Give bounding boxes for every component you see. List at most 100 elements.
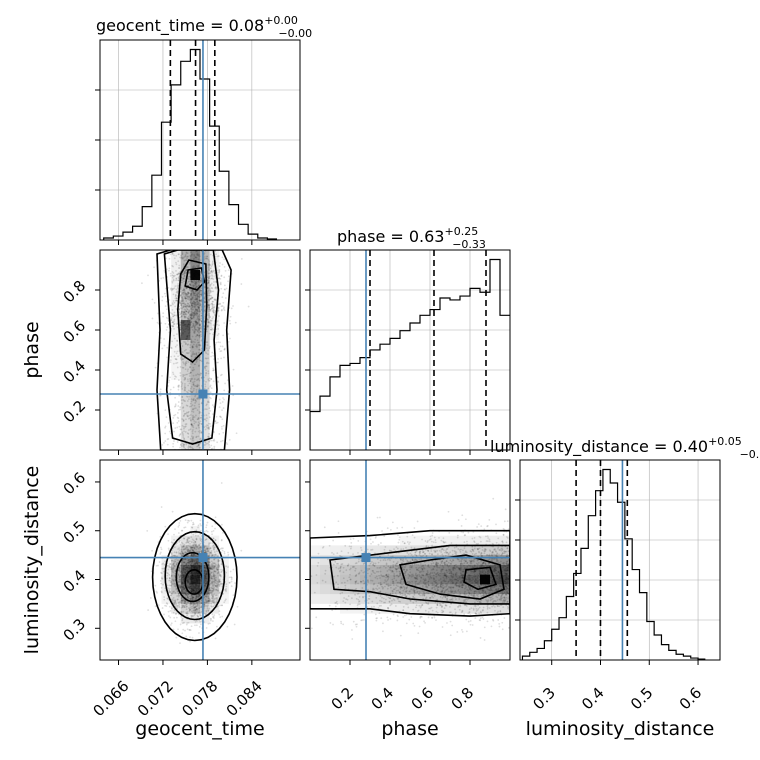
luminosity-distance-vs-geocent-time-panel-sample-point [173,582,176,585]
phase-vs-geocent-time-panel-sample-point [205,425,207,428]
luminosity-distance-vs-geocent-time-panel-sample-point [186,596,189,598]
phase-vs-geocent-time-panel-sample-point [162,277,165,279]
phase-vs-geocent-time-panel-sample-point [193,352,196,355]
phase-vs-geocent-time-panel-sample-point [217,306,220,309]
luminosity-distance-vs-geocent-time-panel-density-cell [190,525,200,536]
phase-vs-geocent-time-panel-sample-point [207,292,209,294]
phase-vs-geocent-time-panel-sample-point [180,315,183,318]
phase-vs-geocent-time-panel-sample-point [191,280,194,283]
phase-vs-geocent-time-panel-sample-point [223,348,226,351]
phase-vs-geocent-time-panel-sample-point [171,280,174,283]
phase-vs-geocent-time-panel-sample-point [192,322,195,325]
phase-vs-geocent-time-panel-sample-point [198,343,200,346]
luminosity-distance-vs-geocent-time-panel-sample-point [226,625,229,628]
phase-vs-geocent-time-panel-sample-point [188,395,191,398]
phase-vs-geocent-time-panel-sample-point [196,317,199,319]
phase-vs-geocent-time-panel-sample-point [183,311,186,314]
luminosity-distance-vs-geocent-time-panel-sample-point [177,552,180,555]
phase-vs-geocent-time-panel-sample-point [191,391,193,394]
luminosity-distance-vs-geocent-time-panel-sample-point [188,607,191,610]
luminosity-distance-vs-geocent-time-panel-sample-point [233,623,236,626]
phase-vs-geocent-time-panel-sample-point [177,405,180,407]
phase-vs-geocent-time-panel-sample-point [192,416,194,419]
phase-vs-geocent-time-panel-frame [99,249,301,451]
phase-vs-geocent-time-panel-sample-point [199,431,201,434]
phase-vs-geocent-time-panel-sample-point [191,410,193,413]
phase-vs-geocent-time-panel-sample-point [184,303,187,306]
luminosity-distance-vs-geocent-time-panel-sample-point [210,530,213,533]
luminosity-distance-vs-geocent-time-panel-sample-point [217,583,219,586]
luminosity-distance-vs-geocent-time-panel-sample-point [195,594,198,597]
phase-vs-geocent-time-panel-sample-point [219,402,222,404]
phase-vs-geocent-time-panel-contour [156,250,232,450]
phase-vs-geocent-time-panel-sample-point [204,261,207,263]
phase-vs-geocent-time-panel-sample-point [211,263,214,265]
phase-vs-geocent-time-panel-sample-point [212,380,215,383]
luminosity-distance-vs-geocent-time-panel-sample-point [218,613,221,616]
luminosity-distance-vs-geocent-time-panel-sample-point [174,528,176,531]
phase-vs-geocent-time-panel-sample-point [194,298,197,300]
phase-vs-geocent-time-panel-sample-point [193,326,196,329]
phase-vs-geocent-time-panel-sample-point [208,298,211,301]
phase-vs-geocent-time-panel-sample-point [224,288,226,291]
phase-vs-geocent-time-panel-sample-point [184,383,186,385]
phase-vs-geocent-time-panel-sample-point [220,357,223,360]
luminosity-distance-vs-geocent-time-panel-sample-point [220,538,223,541]
phase-vs-geocent-time-panel-sample-point [189,316,192,319]
phase-vs-geocent-time-panel-sample-point [227,269,230,272]
phase-vs-geocent-time-panel-sample-point [181,291,184,294]
phase-vs-geocent-time-panel-sample-point [185,294,187,297]
phase-vs-geocent-time-panel-sample-point [198,443,200,446]
phase-vs-geocent-time-panel-sample-point [209,322,212,324]
phase-vs-geocent-time-panel-sample-point [187,445,190,447]
luminosity-distance-vs-geocent-time-panel-sample-point [161,607,164,609]
phase-vs-geocent-time-panel-sample-point [210,322,212,325]
phase-vs-geocent-time-panel-sample-point [187,432,190,435]
luminosity-distance-vs-geocent-time-panel-sample-point [173,616,176,619]
luminosity-distance-vs-geocent-time-panel-sample-point [192,521,195,524]
phase-vs-geocent-time-panel-sample-point [179,295,182,297]
phase-vs-geocent-time-panel-sample-point [208,377,211,380]
luminosity-distance-vs-geocent-time-panel-sample-point [175,551,178,554]
phase-vs-geocent-time-panel-sample-point [221,263,224,266]
phase-vs-geocent-time-panel-sample-point [171,321,174,323]
phase-vs-geocent-time-panel-sample-point [207,267,210,269]
phase-vs-geocent-time-panel-sample-point [191,329,194,331]
phase-vs-geocent-time-panel-sample-point [177,287,180,290]
phase-vs-geocent-time-panel-sample-point [219,278,222,280]
phase-vs-geocent-time-panel-sample-point [191,353,194,356]
luminosity-distance-vs-geocent-time-panel-sample-point [160,571,162,574]
phase-vs-geocent-time-panel-sample-point [195,314,198,317]
phase-vs-geocent-time-panel-sample-point [183,316,186,318]
phase-vs-geocent-time-panel-sample-point [179,307,182,309]
phase-vs-geocent-time-panel-sample-point [209,290,212,292]
phase-vs-geocent-time-panel-sample-point [182,306,185,308]
phase-vs-geocent-time-panel-sample-point [198,335,201,337]
phase-vs-geocent-time-panel-sample-point [207,304,210,307]
phase-vs-geocent-time-panel-sample-point [184,291,186,294]
phase-vs-geocent-time-panel-sample-point [198,323,201,326]
phase-vs-geocent-time-panel-sample-point [191,314,193,316]
phase-vs-geocent-time-panel-sample-point [223,347,226,350]
phase-vs-geocent-time-panel-sample-point [191,346,194,349]
phase-vs-geocent-time-panel-sample-point [190,292,193,295]
luminosity-distance-vs-geocent-time-panel-sample-point [216,586,219,589]
phase-hist-bar [360,358,370,450]
phase-vs-geocent-time-panel-sample-point [247,305,250,308]
luminosity-distance-vs-geocent-time-panel-sample-point [187,537,190,540]
phase-vs-geocent-time-panel-sample-point [216,441,219,444]
phase-vs-geocent-time-panel-sample-point [189,313,192,316]
phase-vs-geocent-time-panel-sample-point [195,285,198,288]
phase-vs-geocent-time-panel-sample-point [195,353,198,355]
luminosity-distance-vs-geocent-time-panel-ytick-label: 0.4 [60,566,90,596]
luminosity-distance-vs-geocent-time-panel-sample-point [230,585,233,588]
phase-vs-geocent-time-panel-sample-point [164,432,167,435]
luminosity-distance-vs-geocent-time-panel-sample-point [210,565,213,568]
phase-vs-geocent-time-panel-sample-point [197,280,200,283]
phase-vs-geocent-time-panel-sample-point [209,384,212,387]
phase-vs-geocent-time-panel-sample-point [191,296,194,299]
luminosity-distance-vs-geocent-time-panel-sample-point [171,578,174,581]
luminosity-distance-vs-geocent-time-panel-sample-point [174,554,177,557]
phase-vs-geocent-time-panel-sample-point [210,328,212,331]
luminosity-distance-vs-geocent-time-panel-sample-point [195,624,198,627]
